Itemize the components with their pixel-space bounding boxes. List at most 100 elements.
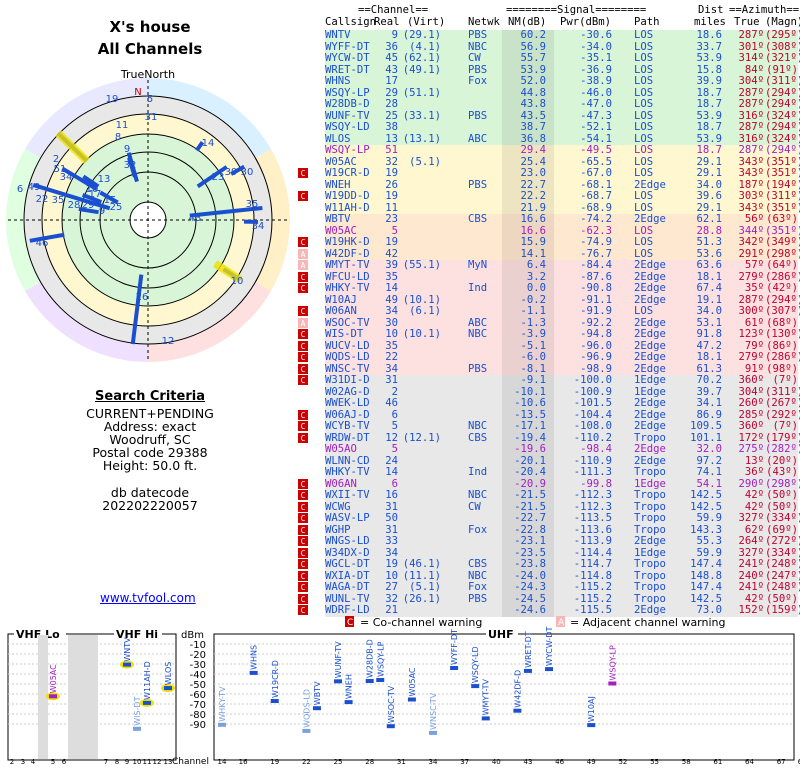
table-row[interactable]: C WXIA-DT 10 (11.1) NBC -24.0 -114.8 Tropo 148.8… bbox=[298, 570, 800, 582]
spectrum-chart: C = Co-channel warning A = Adjacent channel… bbox=[7, 616, 800, 767]
cell-pwr: -49.5 bbox=[580, 144, 612, 156]
table-row[interactable]: WSQY-LD 38 38.7 -52.1 LOS 18.7 287º (294º) bbox=[298, 121, 800, 134]
radar-channel-label: 9 bbox=[99, 206, 105, 217]
table-row[interactable]: WHKY-TV 14 Ind -20.4 -111.3 Tropo 74.1 36º (43º) bbox=[298, 466, 798, 479]
uhf-tick: 46 bbox=[555, 758, 564, 766]
table-row[interactable]: WYCW-DT 45 (62.1) CW 55.7 -35.1 LOS 53.9 314º (32… bbox=[298, 52, 800, 65]
signal-bar bbox=[302, 728, 311, 733]
table-row[interactable]: WYFF-DT 36 (4.1) NBC 56.9 -34.0 LOS 33.7 301º (30… bbox=[298, 40, 800, 53]
table-row[interactable]: C WCWG 31 CW -21.5 -112.3 Tropo 142.5 42º (50º) bbox=[298, 501, 798, 513]
table-row[interactable]: W05AO 5 -19.6 -98.4 2Edge 32.0 275º (282º) bbox=[298, 443, 800, 456]
table-row[interactable]: C W06AN 6 -20.9 -99.8 1Edge 54.1 290º (298º) bbox=[298, 478, 800, 490]
table-row[interactable]: W28DB-D 28 43.8 -47.0 LOS 18.7 287º (294º) bbox=[298, 98, 800, 111]
table-row[interactable]: W05AC 5 16.6 -62.3 LOS 28.8 344º (351º) bbox=[298, 225, 800, 237]
table-row[interactable]: A WSOC-TV 30 ABC -1.3 -92.2 2Edge 53.1 61º (68º) bbox=[298, 317, 798, 329]
cell-nm: -10.6 bbox=[514, 397, 546, 409]
cell-nm: 29.4 bbox=[520, 144, 546, 156]
cell-miles: 53.9 bbox=[696, 109, 722, 122]
vhf-hi-tick: 12 bbox=[153, 758, 162, 766]
table-row[interactable]: WNEH 26 PBS 22.7 -68.1 2Edge 34.0 187º (194º) bbox=[298, 178, 800, 191]
table-row[interactable]: C WAGA-DT 27 (5.1) Fox -24.3 -115.2 Tropo 147.4 2… bbox=[298, 581, 800, 594]
col-path: Path bbox=[634, 16, 660, 28]
table-row[interactable]: WSQY-LP 51 29.4 -49.5 LOS 18.7 287º (294º) bbox=[298, 144, 800, 157]
table-row[interactable]: C WQDS-LD 22 -6.0 -96.9 2Edge 18.1 279º (286º) bbox=[298, 351, 800, 364]
table-row[interactable]: C W34DX-D 34 -23.5 -114.4 1Edge 59.9 327º (334º) bbox=[298, 547, 800, 559]
table-row[interactable]: C W19CR-D 19 23.0 -67.0 LOS 29.1 343º (351º) bbox=[298, 167, 800, 180]
table-row[interactable]: C WGHP 31 Fox -22.8 -113.6 Tropo 143.3 62º (69º) bbox=[298, 524, 798, 536]
table-row[interactable]: WWEK-LD 46 -10.6 -101.5 2Edge 34.1 260º (267º) bbox=[298, 397, 800, 410]
nm-column-shade bbox=[502, 248, 554, 260]
cell-magn: (50º) bbox=[766, 592, 798, 605]
table-row[interactable]: C WUCV-LD 35 -5.1 -96.0 2Edge 47.2 79º (86º) bbox=[298, 339, 798, 352]
cell-pwr: -114.7 bbox=[573, 558, 612, 570]
station-direction-bar bbox=[32, 183, 111, 211]
table-row[interactable]: C WNGS-LD 33 -23.1 -113.9 2Edge 55.3 264º (272º) bbox=[298, 535, 800, 548]
row-background bbox=[325, 329, 798, 341]
cell-magn: (64º) bbox=[766, 259, 798, 271]
signal-bar-label: W10AJ bbox=[587, 696, 596, 722]
table-row[interactable]: C WUNL-TV 32 (26.1) PBS -24.5 -115.2 Tropo 142.5… bbox=[298, 592, 798, 605]
table-row[interactable]: WLNN-CD 24 -20.1 -110.9 2Edge 97.2 13º (20º) bbox=[298, 455, 798, 467]
table-row[interactable]: WRET-DT 43 (49.1) PBS 53.9 -36.9 LOS 15.8 84º (91… bbox=[298, 63, 798, 76]
tvfool-link[interactable]: www.tvfool.com bbox=[100, 591, 196, 605]
cell-nm: -20.4 bbox=[514, 466, 546, 478]
table-row[interactable]: C WDRF-LD 21 -24.6 -115.5 2Edge 73.0 152º (159º) bbox=[298, 604, 800, 617]
table-row[interactable]: WUNF-TV 25 (33.1) PBS 43.5 -47.3 LOS 53.9 316º (3… bbox=[298, 109, 800, 122]
table-row[interactable]: C W06AJ-D 6 -13.5 -104.4 2Edge 86.9 285º (292º) bbox=[298, 409, 800, 421]
cell-true: 260º bbox=[738, 397, 764, 409]
cell-nm: -17.1 bbox=[514, 420, 546, 432]
co-channel-warning-icon: C bbox=[298, 490, 308, 500]
nm-column-shade bbox=[502, 41, 554, 53]
nm-column-shade bbox=[502, 133, 554, 145]
table-row[interactable]: W02AG-D 2 -10.1 -100.9 1Edge 39.7 304º (311º) bbox=[298, 386, 800, 398]
table-row[interactable]: C WCYB-TV 5 NBC -17.1 -108.0 2Edge 109.5 360º (7º… bbox=[298, 420, 798, 433]
table-row[interactable]: C WRDW-DT 12 (12.1) CBS -19.4 -110.2 Tropo 101.1… bbox=[298, 432, 800, 444]
table-row[interactable]: C W31DI-D 31 -9.1 -100.0 1Edge 70.2 360º (7º) bbox=[298, 374, 798, 387]
table-row[interactable]: C WXII-TV 16 NBC -21.5 -112.3 Tropo 142.5 42º (50… bbox=[298, 489, 798, 502]
table-row[interactable]: C WNSC-TV 34 PBS -8.1 -98.9 2Edge 61.3 91º (98º) bbox=[298, 362, 798, 375]
cell-path: LOS bbox=[634, 40, 654, 53]
table-row[interactable]: A W42DF-D 42 14.1 -76.7 LOS 53.6 291º (298º) bbox=[298, 248, 800, 260]
row-background bbox=[325, 547, 798, 559]
table-row[interactable]: A WMYT-TV 39 (55.1) MyN 6.4 -84.4 2Edge 63.6 57º(… bbox=[298, 259, 798, 272]
signal-bar-label: WHNS bbox=[250, 645, 259, 670]
table-row[interactable]: WHNS 17 Fox 52.0 -38.9 LOS 39.9 304º (311º) bbox=[298, 75, 800, 88]
cell-nm: -5.1 bbox=[520, 339, 546, 352]
cell-path: 2Edge bbox=[634, 397, 666, 409]
row-background bbox=[325, 536, 798, 548]
table-row[interactable]: W11AH-D 11 21.9 -68.9 LOS 29.1 343º (351º) bbox=[298, 202, 800, 214]
table-row[interactable]: C WHKY-TV 14 Ind 0.0 -90.8 2Edge 67.4 35º (42º) bbox=[298, 282, 798, 295]
cell-true: 300º bbox=[738, 305, 764, 317]
table-row[interactable]: C W19DD-D 19 22.2 -68.7 LOS 39.6 303º (311º) bbox=[298, 190, 800, 203]
table-row[interactable]: WBTV 23 CBS 16.6 -74.2 2Edge 62.1 56º (63º) bbox=[298, 213, 798, 226]
co-channel-warning-icon: C bbox=[298, 191, 308, 201]
table-row[interactable]: W05AC 32 (5.1) 25.4 -65.5 LOS 29.1 343º (351º) bbox=[298, 156, 800, 168]
table-row[interactable]: WNTV 9 (29.1) PBS 60.2 -30.6 LOS 18.6 287º (295º) bbox=[298, 29, 800, 42]
co-channel-warning-icon: C bbox=[298, 421, 308, 431]
cell-true: 187º bbox=[738, 178, 764, 191]
table-row[interactable]: WSQY-LP 29 (51.1) 44.8 -46.0 LOS 18.7 287º (294º… bbox=[298, 87, 800, 99]
cell-miles: 39.9 bbox=[696, 75, 722, 87]
cell-miles: 59.9 bbox=[696, 512, 722, 524]
nm-column-shade bbox=[502, 260, 554, 272]
table-row[interactable]: C WASV-LP 50 -22.7 -113.5 Tropo 59.9 327º (334º) bbox=[298, 512, 800, 525]
cell-real: 14 bbox=[385, 466, 398, 478]
cell-true: 123º bbox=[738, 328, 764, 340]
table-row[interactable]: C WGCL-DT 19 (46.1) CBS -23.8 -114.7 Tropo 147.4… bbox=[298, 558, 800, 571]
table-row[interactable]: C WFCU-LD 35 3.2 -87.6 2Edge 18.1 279º (286º) bbox=[298, 271, 800, 283]
nm-column-shade bbox=[502, 122, 554, 134]
nm-column-shade bbox=[502, 478, 554, 490]
cell-magn: (286º) bbox=[765, 351, 800, 363]
table-row[interactable]: WLOS 13 (13.1) ABC 36.8 -54.1 LOS 53.9 316º (324º… bbox=[298, 133, 800, 145]
vhf-lo-tick: 5 bbox=[51, 758, 55, 766]
nm-column-shade bbox=[502, 605, 554, 617]
cell-magn: (98º) bbox=[766, 362, 798, 375]
table-row[interactable]: C WIS-DT 10 (10.1) NBC -3.9 -94.8 2Edge 91.8 123º… bbox=[298, 328, 800, 341]
table-row[interactable]: W10AJ 49 (10.1) -0.2 -91.1 2Edge 19.1 287º (294º… bbox=[298, 294, 800, 306]
adjacent-channel-warning-icon: A bbox=[298, 317, 308, 328]
cell-callsign: WRET-DT bbox=[325, 63, 370, 76]
row-background bbox=[325, 605, 798, 617]
table-row[interactable]: C W06AN 34 (6.1) -1.1 -91.9 LOS 34.0 300º (307º) bbox=[298, 305, 800, 318]
table-row[interactable]: C W19HK-D 19 15.9 -74.9 LOS 51.3 342º (349º) bbox=[298, 236, 800, 249]
